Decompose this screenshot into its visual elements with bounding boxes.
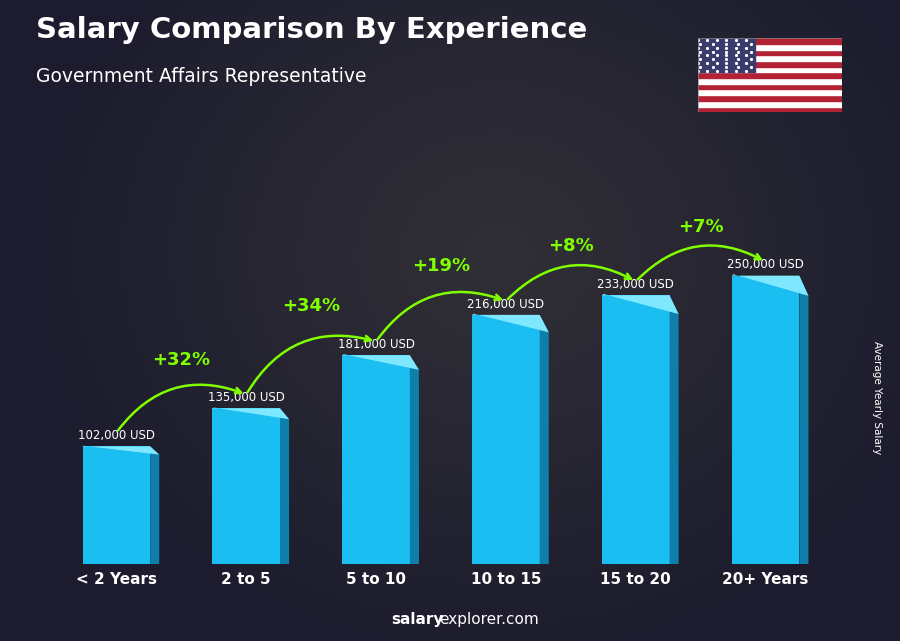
Bar xyxy=(698,50,842,56)
Text: 135,000 USD: 135,000 USD xyxy=(208,391,284,404)
Text: explorer.com: explorer.com xyxy=(439,612,539,627)
Bar xyxy=(698,90,842,95)
Polygon shape xyxy=(670,296,679,564)
Text: 216,000 USD: 216,000 USD xyxy=(467,297,544,311)
Text: +34%: +34% xyxy=(282,297,340,315)
Bar xyxy=(698,84,842,90)
Text: 233,000 USD: 233,000 USD xyxy=(598,278,674,291)
Text: Salary Comparison By Experience: Salary Comparison By Experience xyxy=(36,16,587,44)
Polygon shape xyxy=(150,446,159,564)
Bar xyxy=(698,38,842,44)
Bar xyxy=(698,56,842,61)
Polygon shape xyxy=(410,355,418,564)
Bar xyxy=(698,101,842,106)
Polygon shape xyxy=(83,445,159,454)
Polygon shape xyxy=(602,294,679,314)
Polygon shape xyxy=(472,313,549,332)
Text: 250,000 USD: 250,000 USD xyxy=(727,258,804,272)
Bar xyxy=(602,296,670,564)
Polygon shape xyxy=(732,274,808,296)
Text: 102,000 USD: 102,000 USD xyxy=(78,429,155,442)
Bar xyxy=(212,408,280,564)
Bar xyxy=(698,61,842,67)
Bar xyxy=(732,276,799,564)
Text: salary: salary xyxy=(392,612,444,627)
Text: Average Yearly Salary: Average Yearly Salary xyxy=(872,341,883,454)
Polygon shape xyxy=(280,408,289,564)
Polygon shape xyxy=(799,276,808,564)
Text: Government Affairs Representative: Government Affairs Representative xyxy=(36,67,366,87)
Bar xyxy=(698,72,842,78)
Bar xyxy=(698,95,842,101)
Bar xyxy=(698,38,755,72)
Bar xyxy=(698,106,842,112)
Bar xyxy=(342,355,410,564)
Bar xyxy=(698,78,842,84)
Text: +32%: +32% xyxy=(152,351,211,369)
Bar xyxy=(83,446,150,564)
Bar xyxy=(698,67,842,72)
Polygon shape xyxy=(212,408,289,419)
Text: 181,000 USD: 181,000 USD xyxy=(338,338,415,351)
Bar xyxy=(472,315,540,564)
Text: +19%: +19% xyxy=(412,257,470,275)
Text: +7%: +7% xyxy=(678,218,724,236)
Polygon shape xyxy=(540,315,549,564)
Text: +8%: +8% xyxy=(548,237,594,255)
Polygon shape xyxy=(342,354,418,370)
Bar xyxy=(698,44,842,50)
